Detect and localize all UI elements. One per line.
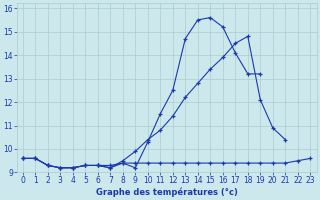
X-axis label: Graphe des températures (°c): Graphe des températures (°c)	[96, 187, 237, 197]
